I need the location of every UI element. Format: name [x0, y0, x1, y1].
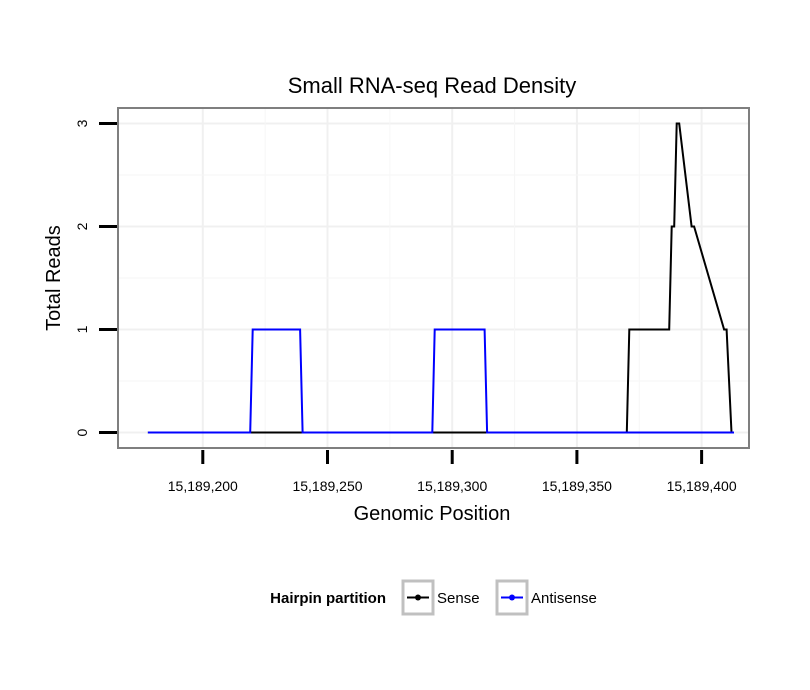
x-axis: 15,189,200 15,189,250 15,189,300 15,189,350… [168, 450, 737, 494]
series-line-antisense [147, 328, 734, 434]
legend-label: Antisense [531, 590, 597, 607]
y-tick-label: 1 [74, 325, 90, 333]
legend-title: Hairpin partition [270, 590, 386, 607]
x-axis-title: Genomic Position [354, 503, 511, 525]
series-line-sense [147, 122, 734, 434]
y-tick-label: 0 [74, 428, 90, 436]
x-tick-label: 15,189,350 [542, 478, 612, 494]
legend-key-point [509, 594, 515, 601]
x-tick-label: 15,189,400 [667, 478, 737, 494]
legend: Hairpin partition Sense Antisense [270, 579, 597, 616]
y-axis-title: Total Reads [43, 225, 65, 331]
x-tick-label: 15,189,250 [292, 478, 362, 494]
legend-label: Sense [437, 590, 480, 607]
chart-title: Small RNA-seq Read Density [288, 73, 577, 98]
y-tick-label: 3 [74, 119, 90, 127]
legend-key-sense [401, 579, 435, 616]
y-axis: 0 1 2 3 [74, 119, 117, 436]
series-layer [147, 122, 734, 434]
x-tick-label: 15,189,200 [168, 478, 238, 494]
x-tick-label: 15,189,300 [417, 478, 487, 494]
y-tick-label: 2 [74, 222, 90, 230]
legend-key-point [415, 594, 421, 601]
legend-key-antisense [495, 579, 529, 616]
plot-panel-border [117, 107, 750, 449]
